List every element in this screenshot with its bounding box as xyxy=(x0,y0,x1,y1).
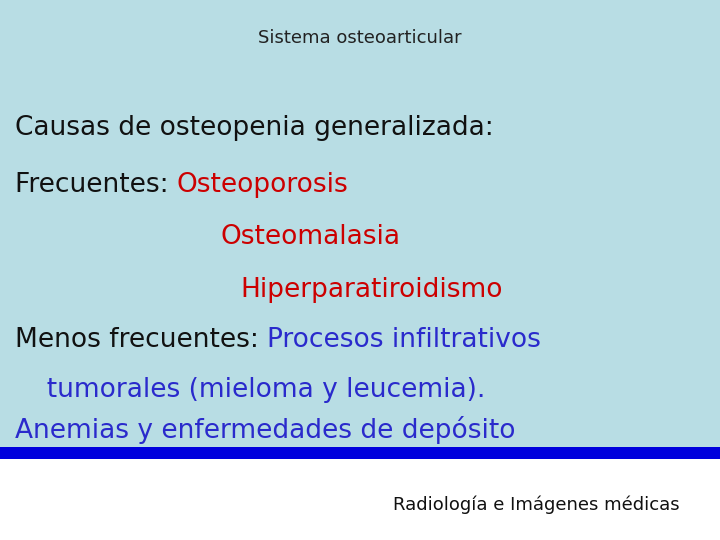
Bar xyxy=(0,0,720,447)
Text: Sistema osteoarticular: Sistema osteoarticular xyxy=(258,29,462,47)
Text: Radiología e Imágenes médicas: Radiología e Imágenes médicas xyxy=(393,496,680,514)
Text: Hiperparatiroidismo: Hiperparatiroidismo xyxy=(240,277,503,303)
Text: Menos frecuentes:: Menos frecuentes: xyxy=(15,327,267,353)
Text: Anemias y enfermedades de depósito: Anemias y enfermedades de depósito xyxy=(15,416,516,444)
Text: Procesos infiltrativos: Procesos infiltrativos xyxy=(267,327,541,353)
Text: tumorales (mieloma y leucemia).: tumorales (mieloma y leucemia). xyxy=(30,377,485,403)
Text: Osteoporosis: Osteoporosis xyxy=(177,172,348,198)
Text: Frecuentes:: Frecuentes: xyxy=(15,172,177,198)
Text: Causas de osteopenia generalizada:: Causas de osteopenia generalizada: xyxy=(15,115,494,141)
Bar xyxy=(0,447,720,459)
Text: Osteomalasia: Osteomalasia xyxy=(220,224,400,250)
